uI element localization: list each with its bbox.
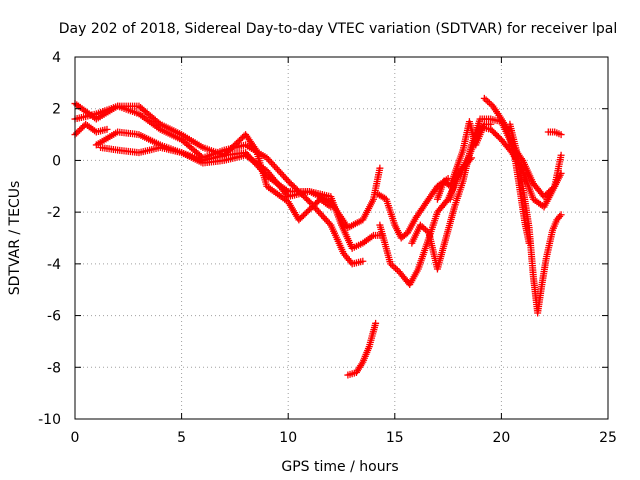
data-point xyxy=(318,211,326,219)
axes: 0 5 10 15 20 25 -10 -8 -6 -4 -2 0 2 4 xyxy=(38,50,617,446)
data-point xyxy=(325,219,333,227)
series-track-3 xyxy=(92,128,386,252)
data-point xyxy=(443,197,451,205)
data-point xyxy=(322,216,330,224)
data-point xyxy=(306,198,314,206)
x-tick-label: 0 xyxy=(71,430,80,446)
data-point xyxy=(103,125,111,133)
x-tick-label: 10 xyxy=(279,430,297,446)
data-point xyxy=(283,175,291,183)
data-point xyxy=(270,162,278,170)
data-point xyxy=(319,213,327,221)
data-point xyxy=(324,218,332,226)
data-point xyxy=(313,206,321,214)
data-point xyxy=(263,154,271,162)
data-point xyxy=(557,151,565,159)
data-point xyxy=(315,208,323,216)
y-axis-label: SDTVAR / TECUs xyxy=(7,181,23,296)
y-tick-label: 0 xyxy=(52,153,61,169)
data-point xyxy=(359,257,367,265)
y-tick-label: -8 xyxy=(47,360,61,376)
data-point xyxy=(372,319,380,327)
series-track-11 xyxy=(446,154,476,203)
data-point xyxy=(264,156,272,164)
series-track-7 xyxy=(374,175,452,242)
plot-frame xyxy=(74,56,609,420)
data-points xyxy=(71,94,565,379)
data-point xyxy=(304,196,312,204)
y-tick-label: -2 xyxy=(47,205,61,221)
data-point xyxy=(274,165,282,173)
data-point xyxy=(275,167,283,175)
x-axis-label: GPS time / hours xyxy=(281,459,398,475)
y-tick-label: -4 xyxy=(47,257,61,273)
data-point xyxy=(557,131,565,139)
y-tick-label: -10 xyxy=(38,412,61,428)
data-point xyxy=(466,155,474,163)
data-point xyxy=(267,159,275,167)
data-point xyxy=(557,211,565,219)
data-point xyxy=(468,154,476,162)
chart-title: Day 202 of 2018, Sidereal Day-to-day VTE… xyxy=(59,21,617,37)
series-track-5 xyxy=(71,120,111,139)
data-point xyxy=(321,214,329,222)
y-tick-label: 4 xyxy=(52,50,61,66)
data-point xyxy=(316,209,324,217)
data-point xyxy=(549,184,557,192)
data-point xyxy=(272,164,280,172)
series-track-14 xyxy=(544,128,565,139)
series-track-6 xyxy=(344,319,380,379)
data-point xyxy=(280,172,288,180)
x-tick-label: 25 xyxy=(599,430,617,446)
series-track-4 xyxy=(97,131,335,224)
x-tick-label: 15 xyxy=(386,430,404,446)
x-tick-label: 20 xyxy=(492,430,510,446)
series-track-13 xyxy=(506,120,565,317)
y-tick-label: 2 xyxy=(52,102,61,118)
data-point xyxy=(277,169,285,177)
x-tick-label: 5 xyxy=(177,430,186,446)
data-point xyxy=(327,203,335,211)
data-point xyxy=(266,157,274,165)
data-point xyxy=(281,174,289,182)
data-point xyxy=(278,170,286,178)
data-point xyxy=(376,164,384,172)
data-point xyxy=(487,120,495,128)
y-tick-label: -6 xyxy=(47,309,61,325)
data-point xyxy=(269,160,277,168)
